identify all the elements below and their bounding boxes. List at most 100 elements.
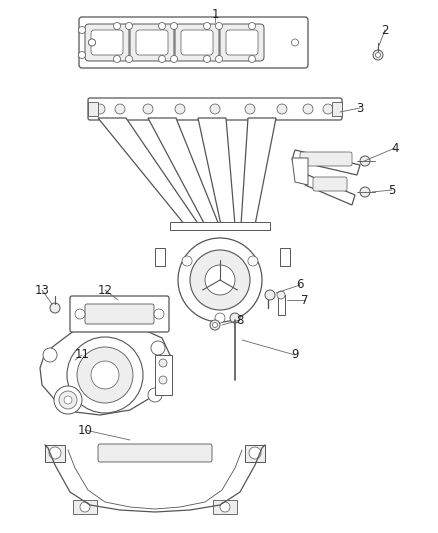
Circle shape: [64, 396, 72, 404]
FancyBboxPatch shape: [136, 30, 168, 55]
Circle shape: [230, 313, 240, 323]
Circle shape: [78, 27, 85, 34]
Bar: [213, 500, 237, 514]
FancyBboxPatch shape: [70, 296, 169, 332]
FancyBboxPatch shape: [79, 17, 308, 68]
Circle shape: [143, 104, 153, 114]
Polygon shape: [155, 355, 172, 395]
Polygon shape: [305, 175, 355, 205]
Text: 3: 3: [356, 101, 364, 115]
Bar: [88, 102, 98, 116]
FancyBboxPatch shape: [181, 30, 213, 55]
Circle shape: [360, 187, 370, 197]
FancyBboxPatch shape: [226, 30, 258, 55]
Circle shape: [154, 309, 164, 319]
Circle shape: [113, 55, 120, 62]
Circle shape: [126, 22, 133, 29]
Text: 8: 8: [237, 313, 244, 327]
Bar: [170, 222, 270, 230]
Circle shape: [78, 52, 85, 59]
Circle shape: [215, 22, 223, 29]
FancyBboxPatch shape: [85, 24, 129, 61]
Circle shape: [323, 104, 333, 114]
FancyBboxPatch shape: [130, 24, 174, 61]
Circle shape: [248, 22, 255, 29]
Circle shape: [67, 337, 143, 413]
FancyBboxPatch shape: [88, 98, 342, 120]
Circle shape: [210, 320, 220, 330]
Text: 7: 7: [301, 294, 309, 306]
Polygon shape: [45, 445, 65, 462]
FancyBboxPatch shape: [91, 30, 123, 55]
Circle shape: [159, 376, 167, 384]
Circle shape: [375, 52, 381, 58]
Circle shape: [50, 303, 60, 313]
Circle shape: [248, 55, 255, 62]
Circle shape: [249, 447, 261, 459]
Circle shape: [204, 22, 211, 29]
FancyBboxPatch shape: [313, 177, 347, 191]
Circle shape: [373, 50, 383, 60]
Bar: [278, 295, 285, 315]
Circle shape: [43, 348, 57, 362]
Circle shape: [88, 39, 95, 46]
Circle shape: [115, 104, 125, 114]
Circle shape: [303, 104, 313, 114]
Circle shape: [159, 22, 166, 29]
Text: 4: 4: [391, 141, 399, 155]
Polygon shape: [292, 150, 360, 175]
Bar: [155, 248, 165, 266]
Bar: [217, 248, 227, 266]
Circle shape: [178, 238, 262, 322]
Polygon shape: [292, 158, 308, 185]
Circle shape: [190, 250, 250, 310]
Circle shape: [277, 291, 285, 299]
Circle shape: [148, 388, 162, 402]
Text: 5: 5: [389, 183, 396, 197]
Text: 12: 12: [98, 284, 113, 296]
Text: 1: 1: [211, 9, 219, 21]
Circle shape: [360, 156, 370, 166]
FancyBboxPatch shape: [300, 152, 352, 166]
Circle shape: [292, 39, 299, 46]
FancyBboxPatch shape: [85, 304, 154, 324]
Circle shape: [77, 347, 133, 403]
Bar: [280, 248, 290, 266]
Circle shape: [265, 290, 275, 300]
Circle shape: [248, 256, 258, 266]
Circle shape: [204, 55, 211, 62]
Circle shape: [277, 104, 287, 114]
Text: 9: 9: [291, 349, 299, 361]
Circle shape: [215, 55, 223, 62]
Circle shape: [113, 22, 120, 29]
Circle shape: [245, 104, 255, 114]
Circle shape: [220, 502, 230, 512]
Circle shape: [175, 104, 185, 114]
Circle shape: [159, 55, 166, 62]
Polygon shape: [198, 118, 235, 225]
Circle shape: [170, 22, 177, 29]
Circle shape: [95, 104, 105, 114]
Bar: [73, 500, 97, 514]
Polygon shape: [245, 445, 265, 462]
Circle shape: [215, 313, 225, 323]
Text: 11: 11: [74, 349, 89, 361]
Polygon shape: [40, 325, 170, 415]
Circle shape: [182, 256, 192, 266]
Circle shape: [88, 39, 95, 46]
Text: 13: 13: [35, 284, 49, 296]
Circle shape: [75, 309, 85, 319]
Text: 2: 2: [381, 23, 389, 36]
Circle shape: [59, 391, 77, 409]
Circle shape: [210, 104, 220, 114]
Circle shape: [54, 386, 82, 414]
Circle shape: [205, 265, 235, 295]
Circle shape: [126, 55, 133, 62]
Bar: [332, 102, 342, 116]
Circle shape: [170, 55, 177, 62]
FancyBboxPatch shape: [175, 24, 219, 61]
Circle shape: [49, 447, 61, 459]
Circle shape: [159, 359, 167, 367]
FancyBboxPatch shape: [98, 444, 212, 462]
Text: 6: 6: [296, 279, 304, 292]
